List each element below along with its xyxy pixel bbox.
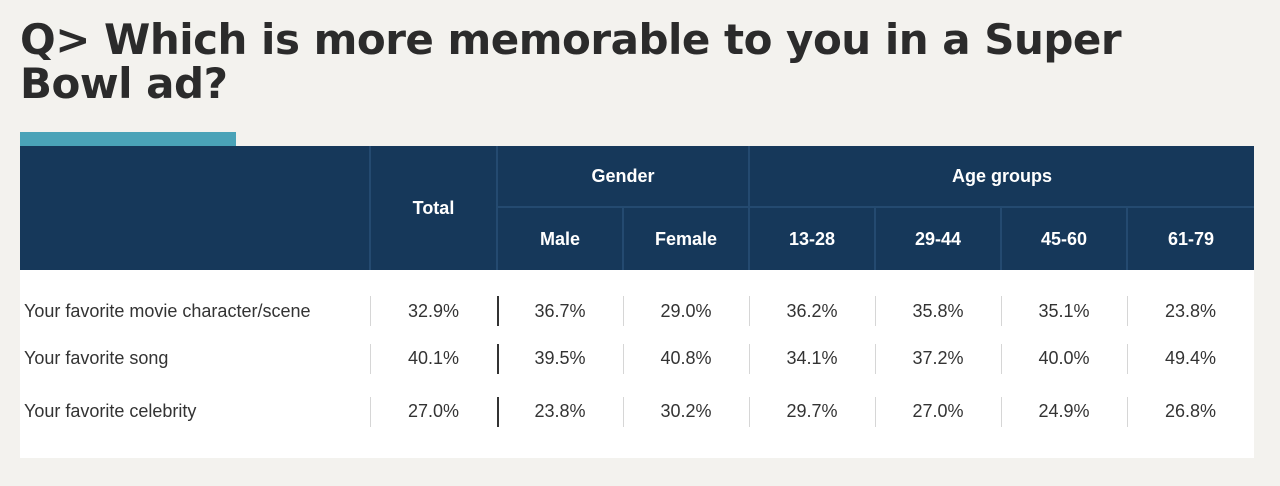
cell-age-13-28: 36.2%: [749, 270, 875, 332]
results-table-container: Total Gender Age groups Male Female 13-2…: [20, 146, 1255, 458]
row-label: Your favorite celebrity: [24, 401, 197, 421]
cell-age-45-60: 24.9%: [1001, 385, 1127, 438]
cell-female: 29.0%: [623, 270, 749, 332]
header-col-female: Female: [622, 206, 749, 270]
cell-age-13-28: 29.7%: [749, 385, 875, 438]
cell-age-45-60: 40.0%: [1001, 332, 1127, 385]
table-row: Your favorite movie character/scene 32.9…: [20, 270, 1254, 332]
cell-age-13-28: 34.1%: [749, 332, 875, 385]
cell-female: 30.2%: [623, 385, 749, 438]
header-total: Total: [369, 146, 497, 270]
cell-total: 40.1%: [370, 332, 497, 385]
cell-male: 23.8%: [497, 385, 623, 438]
title-accent-bar: [20, 132, 236, 146]
cell-age-29-44: 27.0%: [875, 385, 1001, 438]
cell-age-61-79: 23.8%: [1127, 270, 1254, 332]
header-col-age-29-44: 29-44: [874, 206, 1001, 270]
results-table: Total Gender Age groups Male Female 13-2…: [20, 146, 1255, 438]
table-row: Your favorite celebrity 27.0% 23.8% 30.2…: [20, 385, 1254, 438]
header-blank-cell: [20, 146, 370, 270]
header-col-male: Male: [496, 206, 623, 270]
page-title: Q> Which is more memorable to you in a S…: [20, 15, 1122, 108]
cell-female: 40.8%: [623, 332, 749, 385]
row-label: Your favorite song: [24, 348, 169, 368]
cell-age-61-79: 49.4%: [1127, 332, 1254, 385]
table-row: Your favorite song 40.1% 39.5% 40.8% 34.…: [20, 332, 1254, 385]
header-group-gender: Gender: [496, 146, 749, 207]
cell-total: 32.9%: [370, 270, 497, 332]
cell-total: 27.0%: [370, 385, 497, 438]
cell-age-29-44: 37.2%: [875, 332, 1001, 385]
header-col-age-61-79: 61-79: [1125, 206, 1255, 270]
row-label: Your favorite movie character/scene: [24, 300, 311, 321]
cell-age-61-79: 26.8%: [1127, 385, 1254, 438]
cell-age-45-60: 35.1%: [1001, 270, 1127, 332]
cell-male: 39.5%: [497, 332, 623, 385]
cell-male: 36.7%: [497, 270, 623, 332]
header-group-age: Age groups: [747, 146, 1255, 207]
cell-age-29-44: 35.8%: [875, 270, 1001, 332]
header-col-age-45-60: 45-60: [1000, 206, 1127, 270]
header-col-age-13-28: 13-28: [748, 206, 875, 270]
